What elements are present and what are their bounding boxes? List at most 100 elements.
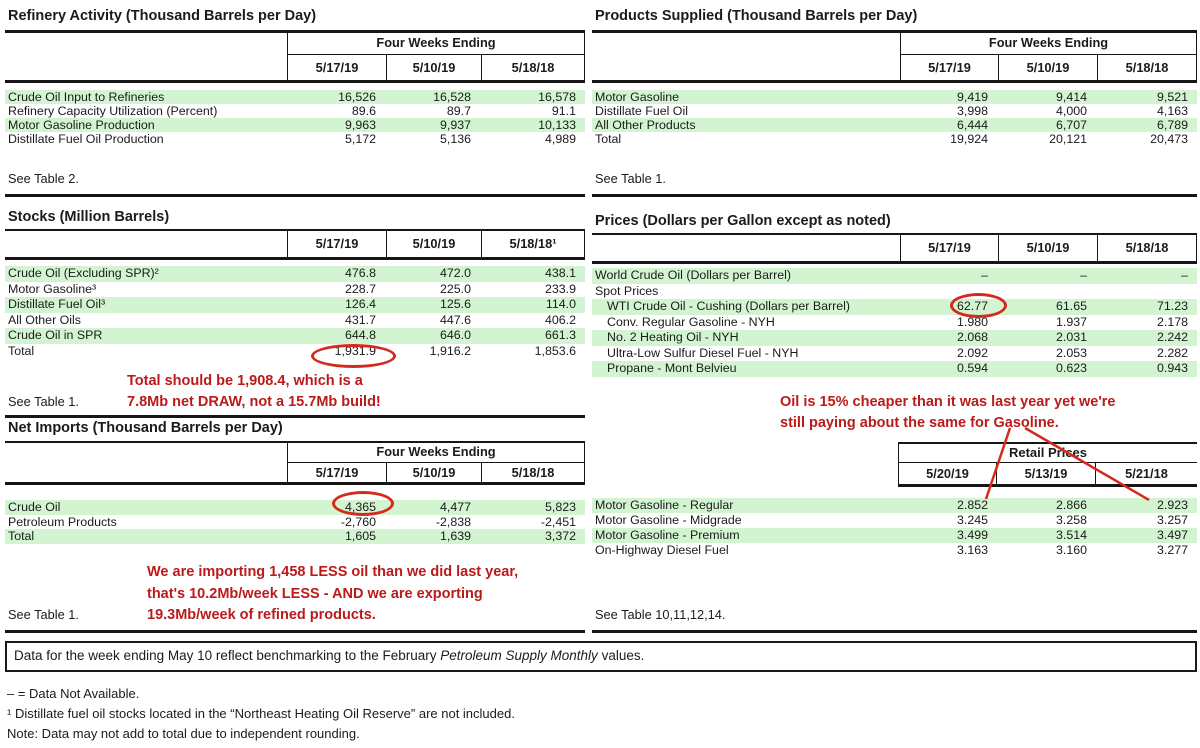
cell-value: 225.0 <box>439 281 471 296</box>
cell-value: 10,133 <box>538 118 576 132</box>
table-row: Crude Oil (Excluding SPR)² 476.8 472.0 4… <box>5 266 585 282</box>
cell-value: 125.6 <box>439 297 471 311</box>
table-header: Retail Prices 5/20/19 5/13/19 5/21/18 <box>898 442 1197 487</box>
date-column-headers: 5/17/19 5/10/19 5/18/18 <box>900 235 1197 261</box>
section-title-prices: Prices (Dollars per Gallon except as not… <box>595 213 891 229</box>
row-label: Propane - Mont Belvieu <box>607 361 737 375</box>
table-header: 5/17/19 5/10/19 5/18/18¹ <box>5 229 585 260</box>
cell-value: 62.77 <box>956 299 988 313</box>
column-header: 5/18/18 <box>1097 54 1196 80</box>
section-divider <box>5 194 585 197</box>
table-row: Motor Gasoline - Regular 2.852 2.866 2.9… <box>592 498 1197 513</box>
section-title-products: Products Supplied (Thousand Barrels per … <box>595 8 918 24</box>
cell-value: 2.923 <box>1156 498 1188 512</box>
table-row: Distillate Fuel Oil 3,998 4,000 4,163 <box>592 104 1197 118</box>
table-body: Crude Oil 4,365 4,477 5,823 Petroleum Pr… <box>5 500 585 544</box>
column-header: 5/10/19 <box>998 235 1097 261</box>
table-row: No. 2 Heating Oil - NYH 2.068 2.031 2.24… <box>592 330 1197 346</box>
column-header: 5/18/18¹ <box>481 231 584 257</box>
table-row: Crude Oil Input to Refineries 16,526 16,… <box>5 90 585 104</box>
cell-value: – <box>1080 268 1087 282</box>
cell-value: 20,473 <box>1150 132 1188 146</box>
cell-value: 3.163 <box>956 543 988 557</box>
table-row: Motor Gasoline³ 228.7 225.0 233.9 <box>5 282 585 298</box>
table-rule <box>5 257 585 260</box>
table-row: Ultra-Low Sulfur Diesel Fuel - NYH 2.092… <box>592 346 1197 362</box>
annotation-line-text: Total should be 1,908.4, which is a <box>127 373 363 389</box>
see-table-note: See Table 2. <box>8 171 79 186</box>
cell-value: 3,998 <box>956 104 988 118</box>
date-column-headers: 5/17/19 5/10/19 5/18/18 <box>287 463 585 482</box>
cell-value: 6,707 <box>1055 118 1087 132</box>
cell-value: 2.068 <box>956 330 988 344</box>
row-label: Crude Oil <box>8 500 61 514</box>
column-header: 5/13/19 <box>996 463 1095 484</box>
cell-value: 0.594 <box>956 361 988 375</box>
cell-value: 438.1 <box>544 266 576 280</box>
table-body: World Crude Oil (Dollars per Barrel) – –… <box>592 268 1197 377</box>
cell-value: 9,521 <box>1156 90 1188 104</box>
annotation-line-text: 19.3Mb/week of refined products. <box>147 607 376 623</box>
row-label: Crude Oil (Excluding SPR)² <box>8 266 159 280</box>
cell-value: 5,136 <box>439 132 471 146</box>
cell-value: 1,605 <box>344 529 376 543</box>
table-row: Spot Prices <box>592 284 1197 300</box>
cell-value: 9,414 <box>1055 90 1087 104</box>
net-imports-section: Net Imports (Thousand Barrels per Day) F… <box>5 420 585 635</box>
cell-value: 2.866 <box>1055 498 1087 512</box>
cell-value: 114.0 <box>545 297 576 311</box>
cell-value: 4,163 <box>1156 104 1188 118</box>
cell-value: 61.65 <box>1055 299 1087 313</box>
row-label: Spot Prices <box>595 283 659 298</box>
cell-value: 6,789 <box>1156 118 1188 132</box>
cell-value: 2.092 <box>956 345 988 360</box>
four-weeks-ending-header: Four Weeks Ending <box>900 32 1197 55</box>
cell-value: 2.053 <box>1055 345 1087 360</box>
column-header: 5/17/19 <box>928 240 971 255</box>
four-weeks-ending-header: Four Weeks Ending <box>287 32 585 55</box>
cell-value: 0.943 <box>1156 361 1188 375</box>
section-title-net-imports: Net Imports (Thousand Barrels per Day) <box>8 420 283 436</box>
column-header: 5/21/18 <box>1095 463 1197 484</box>
cell-value: 2.282 <box>1156 345 1188 360</box>
table-row: Distillate Fuel Oil³ 126.4 125.6 114.0 <box>5 297 585 313</box>
cell-value: 2.242 <box>1156 330 1188 344</box>
cell-value: 3.257 <box>1156 513 1188 527</box>
row-label: Distillate Fuel Oil Production <box>8 132 164 146</box>
benchmark-note-italic: Petroleum Supply Monthly <box>440 648 598 663</box>
table-body: Motor Gasoline - Regular 2.852 2.866 2.9… <box>592 498 1197 558</box>
row-label: All Other Products <box>595 118 696 132</box>
row-label: Refinery Capacity Utilization (Percent) <box>8 104 218 118</box>
cell-value: 1,853.6 <box>534 343 576 358</box>
cell-value: 3.277 <box>1156 543 1188 557</box>
annotation-line-text: We are importing 1,458 LESS oil than we … <box>147 564 519 580</box>
date-column-headers: 5/17/19 5/10/19 5/18/18 <box>287 54 585 80</box>
benchmark-note-text: Data for the week ending May 10 reflect … <box>14 648 441 663</box>
table-row: Motor Gasoline Production 9,963 9,937 10… <box>5 118 585 132</box>
cell-value: 16,578 <box>538 90 576 104</box>
cell-value: 2.852 <box>956 498 988 512</box>
cell-value: 9,419 <box>956 90 988 104</box>
column-header: 5/17/19 <box>315 465 359 480</box>
table-row: Conv. Regular Gasoline - NYH 1.980 1.937… <box>592 315 1197 331</box>
column-header: 5/20/19 <box>926 466 969 481</box>
column-header: 5/18/18 <box>481 54 584 80</box>
cell-value: 91.1 <box>551 104 576 118</box>
table-row: Refinery Capacity Utilization (Percent) … <box>5 104 585 118</box>
cell-value: 16,526 <box>338 90 376 104</box>
row-label: Motor Gasoline Production <box>8 118 155 132</box>
row-label: Motor Gasoline - Midgrade <box>595 513 742 527</box>
table-rule <box>5 30 585 33</box>
table-row: Petroleum Products -2,760 -2,838 -2,451 <box>5 515 585 530</box>
column-header: 5/10/19 <box>386 54 481 80</box>
cell-value: 3,372 <box>544 529 576 543</box>
cell-value: 1,916.2 <box>429 343 471 358</box>
row-label: Crude Oil in SPR <box>8 328 103 342</box>
section-divider <box>5 415 585 418</box>
column-header: 5/10/19 <box>386 231 481 257</box>
row-label: Total <box>595 132 622 146</box>
table-header: Four Weeks Ending 5/17/19 5/10/19 5/18/1… <box>5 441 585 485</box>
row-label: Motor Gasoline <box>595 90 680 104</box>
annotation-line-text: Oil is 15% cheaper than it was last year… <box>780 394 1116 410</box>
table-rule <box>592 233 1197 235</box>
